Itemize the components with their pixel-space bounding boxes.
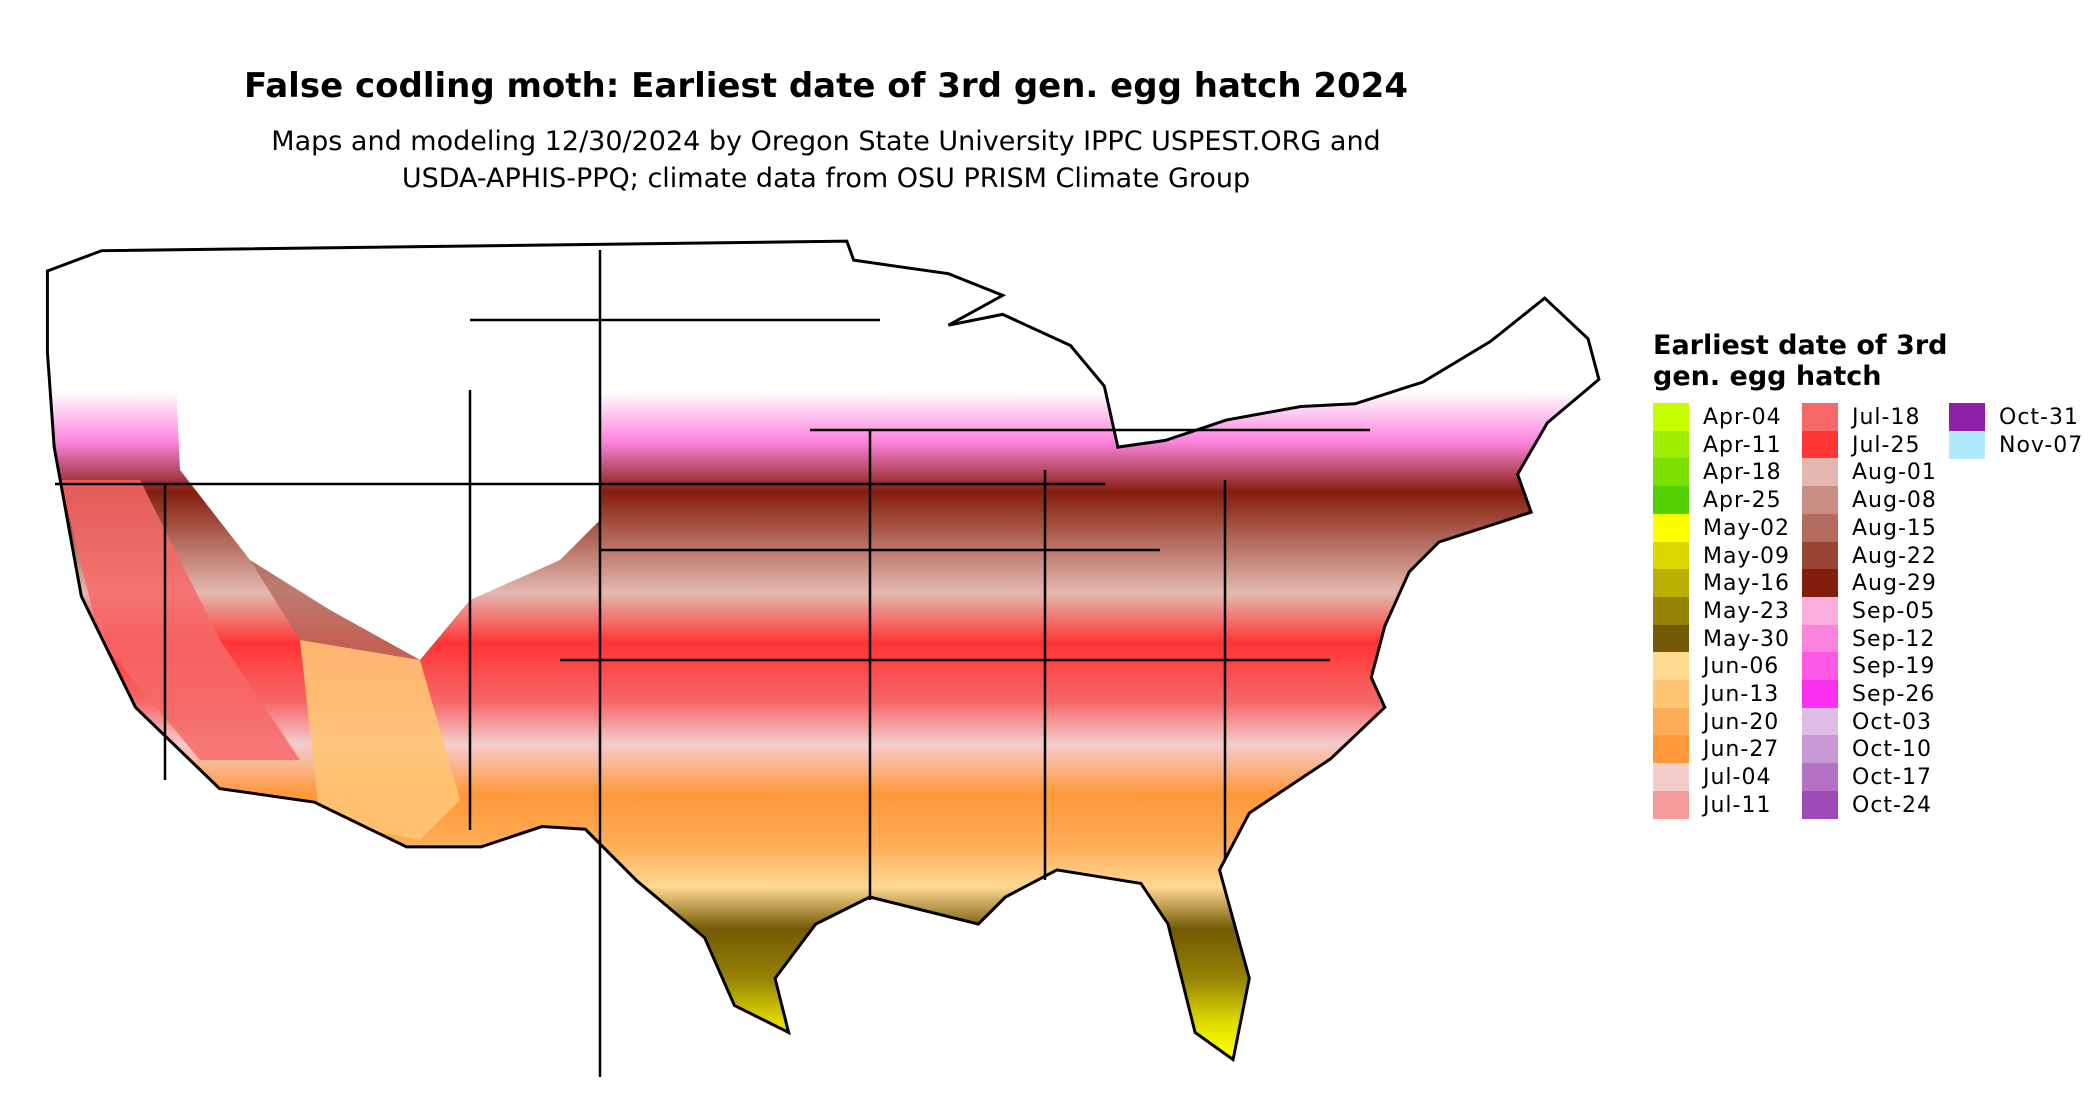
legend-swatch — [1802, 513, 1838, 542]
legend-swatch — [1802, 486, 1838, 515]
legend-swatch — [1802, 430, 1838, 459]
us-map — [46, 240, 1600, 1077]
map-subtitle-line-1: Maps and modeling 12/30/2024 by Oregon S… — [271, 126, 1381, 157]
legend-swatch — [1802, 596, 1838, 625]
legend-label: May-09 — [1703, 543, 1791, 569]
legend-swatch — [1949, 403, 1985, 431]
legend-swatch — [1802, 652, 1838, 681]
legend-swatch — [1653, 486, 1689, 515]
legend-label: Aug-08 — [1852, 488, 1937, 514]
legend-swatch — [1653, 680, 1689, 708]
legend-swatch — [1653, 624, 1689, 653]
legend-swatch — [1802, 680, 1838, 708]
legend-label: Jun-20 — [1703, 709, 1780, 735]
legend-label: Jun-06 — [1703, 654, 1780, 680]
legend-label: Apr-25 — [1703, 488, 1782, 514]
legend-swatch — [1653, 735, 1689, 764]
legend-swatch — [1802, 569, 1838, 598]
legend-swatch — [1653, 403, 1689, 431]
map-subtitle-line-2: USDA-APHIS-PPQ; climate data from OSU PR… — [401, 163, 1251, 194]
legend-label: May-23 — [1703, 598, 1791, 624]
legend-swatch — [1653, 541, 1689, 570]
legend-swatch — [1653, 707, 1689, 736]
legend-swatch — [1653, 652, 1689, 681]
legend-label: Oct-24 — [1852, 792, 1932, 818]
legend-label: Jun-27 — [1703, 737, 1780, 763]
legend-swatch — [1653, 458, 1689, 487]
legend-label: Oct-31 — [1999, 405, 2079, 430]
legend-label: Oct-03 — [1852, 709, 1932, 735]
legend-label: Sep-05 — [1852, 598, 1936, 624]
legend-label: Sep-12 — [1852, 626, 1936, 652]
legend-label: Oct-10 — [1852, 737, 1932, 763]
legend-label: Jul-18 — [1852, 405, 1921, 430]
legend-label: Apr-18 — [1703, 460, 1782, 486]
legend-swatch — [1653, 596, 1689, 625]
legend-swatch — [1802, 707, 1838, 736]
legend-label: Aug-15 — [1852, 515, 1937, 541]
legend-swatch — [1653, 763, 1689, 792]
legend-swatch — [1802, 790, 1838, 819]
legend-label: May-02 — [1703, 515, 1791, 541]
legend-label: Nov-07 — [1999, 432, 2084, 458]
legend-label: Aug-22 — [1852, 543, 1937, 569]
legend-label: Oct-17 — [1852, 765, 1932, 791]
legend-swatch — [1802, 624, 1838, 653]
legend-label: Jul-11 — [1703, 792, 1772, 818]
map-title: False codling moth: Earliest date of 3rd… — [244, 66, 1408, 106]
legend-label: Jul-04 — [1703, 765, 1772, 791]
legend-swatch — [1802, 541, 1838, 570]
legend-swatch — [1802, 735, 1838, 764]
legend-label: Aug-29 — [1852, 571, 1937, 597]
legend-label: May-30 — [1703, 626, 1791, 652]
legend-label: May-16 — [1703, 571, 1791, 597]
legend-label: Jun-13 — [1703, 682, 1780, 707]
legend-swatch — [1653, 790, 1689, 819]
legend-swatch — [1802, 403, 1838, 431]
legend-swatch — [1802, 763, 1838, 792]
legend-label: Jul-25 — [1852, 432, 1921, 458]
legend-label: Sep-19 — [1852, 654, 1936, 680]
legend-title: Earliest date of 3rd gen. egg hatch — [1653, 330, 1948, 392]
legend-swatch — [1949, 430, 1985, 459]
legend-label: Apr-04 — [1703, 405, 1782, 430]
legend-swatch — [1653, 430, 1689, 459]
legend-label: Sep-26 — [1852, 682, 1936, 707]
state-borders — [55, 250, 1370, 1077]
legend-label: Aug-01 — [1852, 460, 1937, 486]
legend-label: Apr-11 — [1703, 432, 1782, 458]
legend-swatch — [1653, 569, 1689, 598]
legend-swatch — [1653, 513, 1689, 542]
legend-swatch — [1802, 458, 1838, 487]
